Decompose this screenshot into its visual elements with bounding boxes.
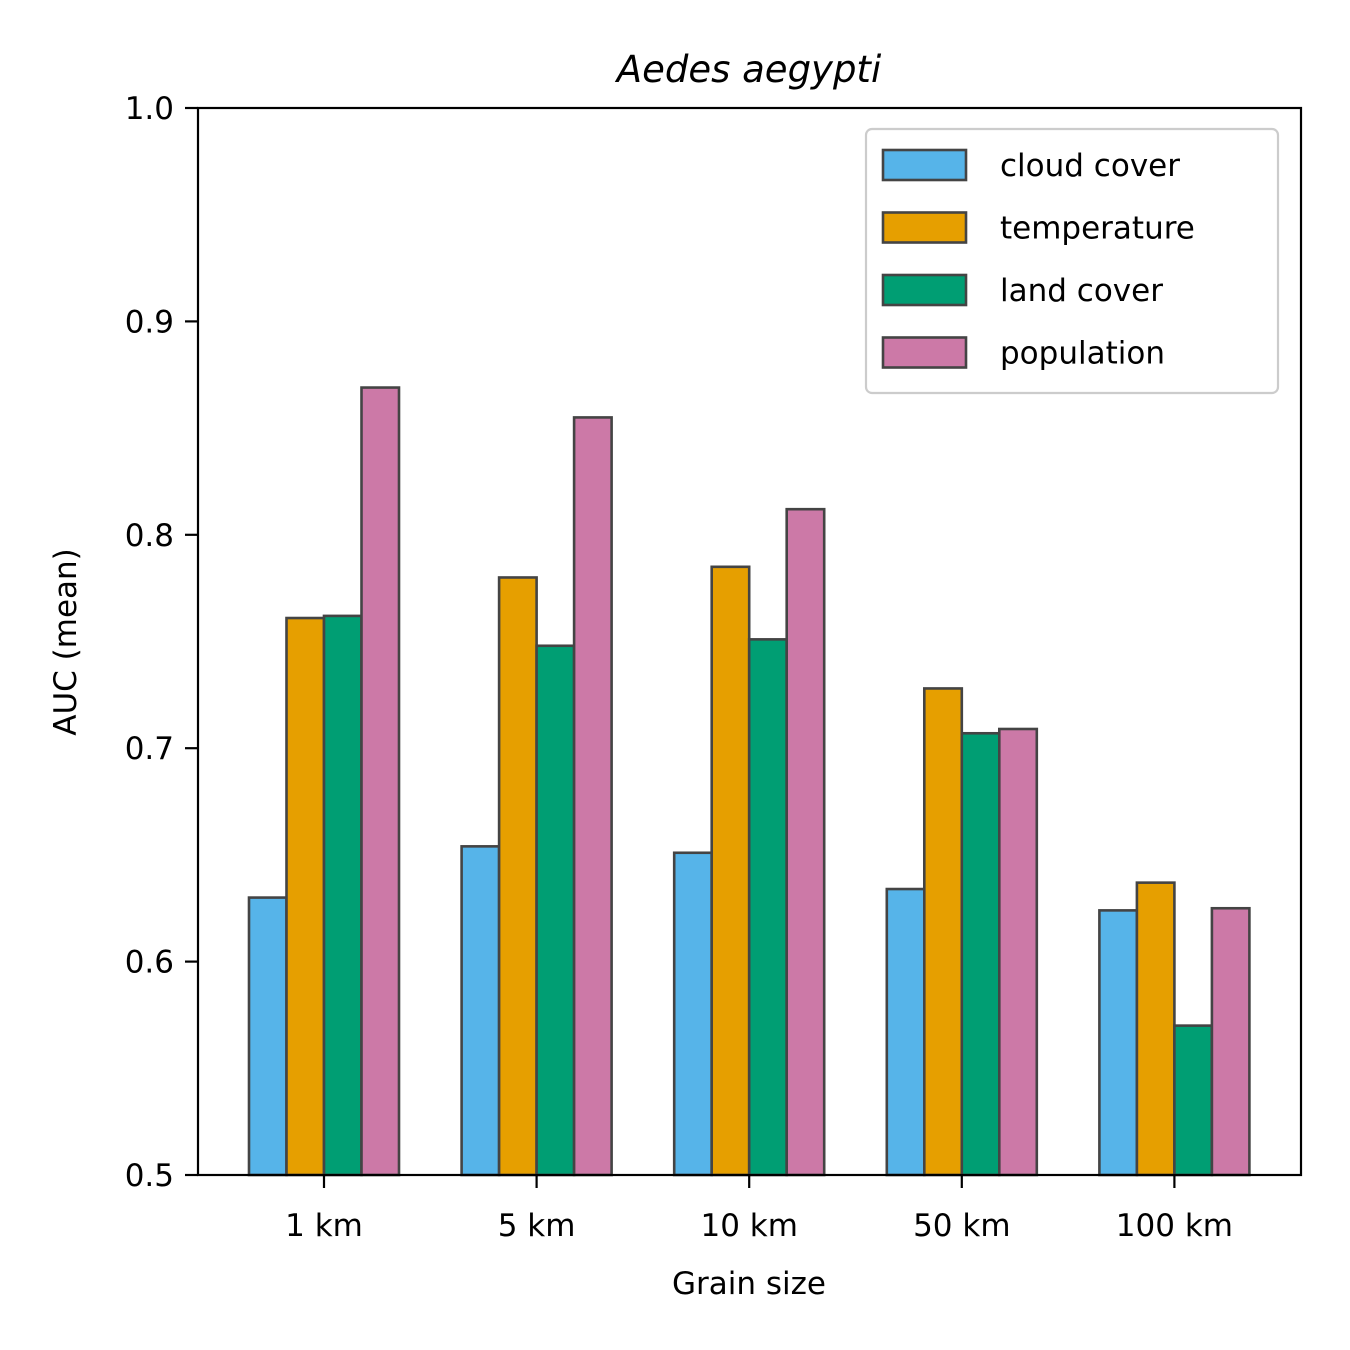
bar-cloud-cover-10km: [672, 851, 714, 1177]
bar-cloud-cover-50km: [885, 887, 926, 1177]
y-tick-label: 0.8: [125, 518, 174, 554]
legend-swatch-temperature: [881, 211, 968, 244]
bar-temperature-10km: [710, 565, 751, 1177]
bar-temperature-50km: [922, 687, 964, 1177]
legend: cloud cover temperature land cover populati…: [864, 127, 1280, 395]
bar-population-50km: [997, 727, 1039, 1177]
x-axis-label: Grain size: [672, 1266, 826, 1302]
bar-land-cover-10km: [747, 638, 789, 1177]
x-tick-label: 100 km: [1116, 1208, 1233, 1244]
bar-cloud-cover-1km: [247, 896, 288, 1177]
legend-swatch-land-cover: [881, 273, 968, 307]
x-tick-label: 1 km: [285, 1208, 363, 1244]
legend-label-temperature: temperature: [1000, 211, 1195, 247]
bar-population-10km: [785, 507, 826, 1177]
bar-population-100km: [1210, 906, 1251, 1177]
legend-swatch-cloud-cover: [881, 148, 968, 182]
bar-land-cover-100km: [1173, 1024, 1214, 1177]
x-tick-label: 10 km: [700, 1208, 797, 1244]
chart-title: Aedes aegypti: [615, 48, 882, 91]
y-tick-label: 0.7: [125, 731, 174, 767]
y-tick-label: 0.6: [125, 945, 174, 981]
legend-swatch-population: [881, 336, 968, 369]
bars-group: [247, 386, 1251, 1177]
legend-label-land-cover: land cover: [1000, 273, 1163, 309]
legend-label-cloud-cover: cloud cover: [1000, 148, 1180, 184]
y-tick-label: 1.0: [125, 91, 174, 127]
y-axis-label: AUC (mean): [48, 548, 84, 736]
bar-temperature-100km: [1135, 881, 1176, 1177]
bar-cloud-cover-100km: [1098, 909, 1139, 1177]
x-tick-label: 50 km: [913, 1208, 1010, 1244]
bar-temperature-1km: [285, 616, 326, 1177]
bar-population-1km: [360, 386, 401, 1177]
bar-land-cover-5km: [535, 644, 576, 1177]
legend-label-population: population: [1000, 336, 1165, 372]
bar-population-5km: [572, 416, 613, 1177]
bar-temperature-5km: [497, 576, 538, 1177]
plot-frame: [196, 106, 1303, 1177]
y-axis-ticks: 0.5 0.6 0.7 0.8 0.9 1.0: [125, 91, 198, 1194]
legend-box: [864, 127, 1280, 395]
y-tick-label: 0.5: [125, 1158, 174, 1194]
bar-land-cover-50km: [960, 731, 1001, 1177]
bar-cloud-cover-5km: [460, 845, 501, 1177]
x-axis-ticks: 1 km 5 km 10 km 50 km 100 km: [285, 1175, 1233, 1244]
bar-land-cover-1km: [322, 614, 363, 1177]
x-tick-label: 5 km: [498, 1208, 576, 1244]
y-tick-label: 0.9: [125, 304, 174, 340]
